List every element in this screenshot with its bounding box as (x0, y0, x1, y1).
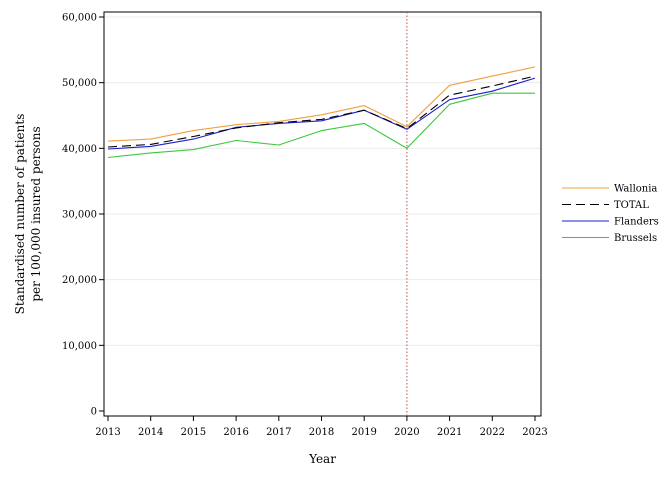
series-line-wallonia (107, 66, 536, 142)
x-tick-label: 2018 (309, 427, 334, 438)
x-tick-label: 2015 (181, 427, 206, 438)
y-axis: 0 10,000 20,000 30,000 40,000 50,000 60,000 (62, 13, 104, 418)
y-tick-label: 30,000 (62, 210, 97, 221)
series-group (107, 66, 536, 159)
x-tick-label: 2014 (138, 427, 163, 438)
x-tick-label: 2021 (437, 427, 462, 438)
series-line-flanders (107, 77, 536, 150)
legend-label-total: TOTAL (614, 200, 649, 211)
x-axis: 2013 2014 2015 2016 2017 2018 2019 2020 2021 2022… (95, 416, 548, 438)
legend: Wallonia TOTAL Flanders Brussels (562, 184, 659, 244)
x-tick-label: 2020 (394, 427, 419, 438)
x-tick-label: 2013 (95, 427, 120, 438)
series-line-total (107, 75, 536, 148)
y-axis-title-line-1: Standardised number of patients (13, 114, 27, 315)
x-tick-label: 2016 (223, 427, 248, 438)
x-tick-label: 2017 (266, 427, 291, 438)
legend-label-brussels: Brussels (614, 233, 657, 244)
y-tick-label: 50,000 (62, 78, 97, 89)
x-tick-label: 2019 (351, 427, 376, 438)
x-tick-label: 2023 (522, 427, 547, 438)
legend-label-wallonia: Wallonia (614, 184, 657, 195)
y-tick-label: 0 (91, 407, 97, 418)
legend-label-flanders: Flanders (614, 217, 659, 228)
series-line-brussels (107, 92, 535, 159)
y-axis-title-line-2: per 100,000 insured persons (29, 126, 43, 301)
y-tick-label: 60,000 (62, 13, 97, 24)
gridlines (104, 16, 541, 346)
x-tick-label: 2022 (480, 427, 505, 438)
y-tick-label: 20,000 (62, 275, 97, 286)
y-tick-label: 40,000 (62, 144, 97, 155)
x-axis-title: Year (308, 452, 336, 466)
y-tick-label: 10,000 (62, 341, 97, 352)
